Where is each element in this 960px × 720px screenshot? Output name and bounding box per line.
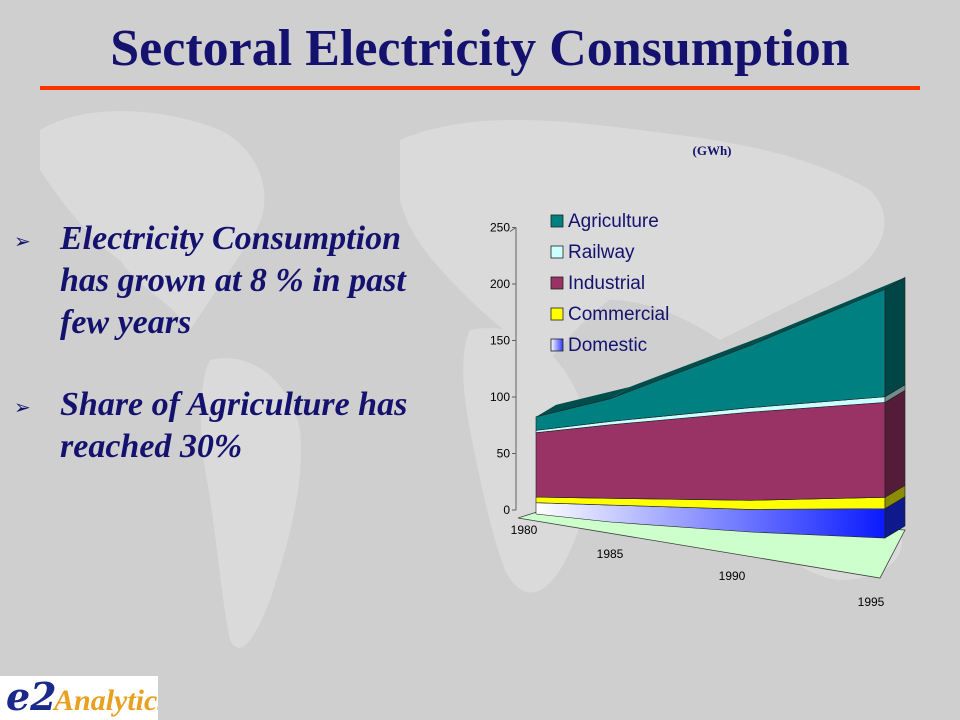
x-tick-label: 1985: [597, 547, 624, 561]
legend-swatch: [550, 214, 564, 228]
x-tick-label: 1980: [511, 523, 538, 537]
x-tick-label: 1995: [858, 595, 885, 609]
y-tick-label: 200: [490, 277, 510, 291]
area-top-face: [610, 333, 770, 399]
y-tick-label: 0: [503, 503, 510, 517]
legend-label: Agriculture: [568, 211, 659, 232]
legend-swatch: [550, 245, 564, 259]
y-tick-label: 100: [490, 390, 510, 404]
legend-swatch: [550, 307, 564, 321]
bullet-text: Electricity Consumption has grown at 8 %…: [60, 220, 406, 341]
title-underline: [40, 86, 920, 90]
legend-label: Domestic: [568, 335, 647, 356]
area-top-face: [536, 386, 630, 417]
logo-mark: e2: [6, 676, 57, 719]
legend-swatch: [550, 276, 564, 290]
y-tick-label: 50: [497, 447, 511, 461]
legend-label: Industrial: [568, 273, 645, 294]
arrow-bullet-icon: ➢: [14, 229, 31, 253]
area-side-face: [884, 389, 906, 498]
bullet-item-growth: ➢ Electricity Consumption has grown at 8…: [14, 218, 454, 344]
legend-label: Railway: [568, 242, 635, 263]
logo-text: Analytics: [54, 684, 158, 717]
e2-analytics-logo: e2 Analytics: [0, 676, 158, 720]
y-tick-label: 250: [490, 221, 510, 235]
legend-swatch: [550, 338, 564, 352]
area-side-face: [884, 276, 906, 398]
bullet-item-agriculture-share: ➢ Share of Agriculture has reached 30%: [14, 384, 454, 468]
arrow-bullet-icon: ➢: [14, 395, 31, 419]
unit-label: (GWh): [693, 143, 732, 158]
y-axis-top-cap: [509, 227, 517, 232]
area-top-face: [750, 277, 905, 346]
page-title: Sectoral Electricity Consumption: [110, 20, 850, 77]
y-tick-label: 150: [490, 334, 510, 348]
legend-label: Commercial: [568, 304, 669, 325]
x-tick-label: 1990: [719, 569, 746, 583]
bullet-text: Share of Agriculture has reached 30%: [60, 386, 408, 465]
